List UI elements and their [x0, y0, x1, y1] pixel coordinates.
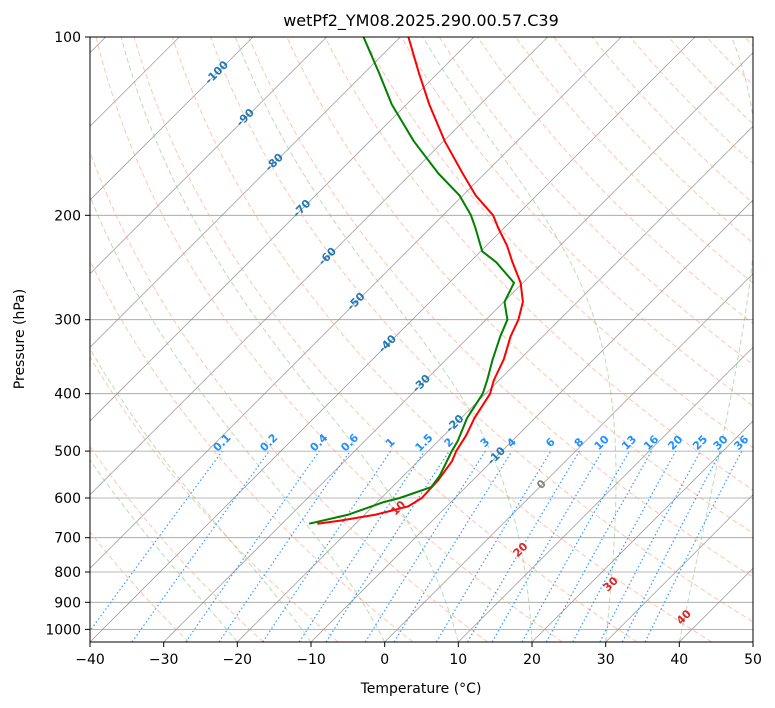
plot-frame — [89, 36, 754, 643]
x-tick-label: −30 — [149, 652, 179, 668]
y-tick-label: 800 — [54, 565, 81, 581]
temperature-profile — [317, 37, 524, 525]
x-tick-label: 0 — [380, 652, 389, 668]
x-tick-label: 50 — [744, 652, 762, 668]
mixing-ratio-line — [572, 450, 677, 642]
dry-adiabat-line — [90, 531, 190, 642]
moist-adiabat-line — [90, 459, 238, 642]
moist-adiabat-line — [90, 195, 386, 642]
isotherm-line — [237, 125, 753, 642]
moist-adiabat-line — [422, 37, 617, 642]
dry-adiabat-line — [477, 37, 753, 325]
x-tick-label: 40 — [670, 652, 688, 668]
mixing-ratio-line — [90, 450, 223, 632]
dry-adiabat-line — [362, 37, 753, 449]
y-tick-label: 300 — [54, 313, 81, 329]
y-tick-label: 100 — [54, 30, 81, 46]
mixing-ratio-line — [364, 450, 486, 642]
x-tick-label: −10 — [296, 652, 326, 668]
isotherm-line — [90, 37, 548, 496]
mixing-ratio-line — [185, 450, 320, 642]
y-axis-label: Pressure (hPa) — [12, 289, 28, 389]
y-tick-label: 500 — [54, 444, 81, 460]
y-tick-label: 1000 — [45, 622, 81, 638]
x-axis: −40 −30 −20 −10 0 10 20 30 40 50 — [75, 642, 762, 668]
profiles — [308, 37, 524, 525]
dry-adiabat-line — [171, 37, 712, 642]
mixing-ratio-line — [325, 450, 450, 642]
mixing-ratio-line — [545, 450, 653, 642]
dewpoint-profile — [308, 37, 515, 525]
dry-adiabat-line — [553, 37, 753, 244]
isotherm-line — [605, 494, 753, 642]
y-tick-label: 700 — [54, 531, 81, 547]
dry-adiabat-line — [438, 37, 753, 365]
moist-adiabat-line — [234, 37, 533, 642]
y-tick-label: 400 — [54, 387, 81, 403]
x-tick-label: −40 — [75, 652, 105, 668]
dry-adiabat-line — [90, 259, 414, 642]
mixing-ratio-line — [435, 450, 552, 642]
y-tick-label: 900 — [54, 595, 81, 611]
dry-adiabat-line — [400, 37, 753, 407]
dry-adiabat-line — [324, 37, 753, 491]
mixing-ratio-line — [466, 450, 580, 642]
mixing-ratio-line — [393, 450, 513, 642]
x-tick-label: 30 — [597, 652, 615, 668]
isotherm-line — [90, 37, 622, 569]
y-tick-label: 200 — [54, 208, 81, 224]
dry-adiabat-line — [591, 37, 753, 204]
isotherm-line — [90, 37, 254, 201]
y-axis: 100 200 300 400 500 600 700 800 900 1000 — [45, 30, 90, 638]
isotherm-line — [90, 37, 696, 642]
mixing-ratio-line — [218, 450, 351, 642]
dry-adiabat-line — [248, 37, 753, 578]
isotherm-line — [90, 37, 475, 422]
x-tick-label: −20 — [223, 652, 253, 668]
isotherm-line — [90, 37, 401, 348]
moist-adiabat-line — [678, 37, 753, 642]
chart-title: wetPf2_YM08.2025.290.00.57.C39 — [283, 11, 559, 31]
isotherm-line — [384, 273, 753, 642]
background-lines — [90, 37, 753, 642]
x-tick-label: 20 — [523, 652, 541, 668]
dry-adiabat-line — [210, 37, 753, 623]
isotherm-line — [163, 52, 753, 642]
dry-adiabat-line — [95, 37, 563, 642]
mixing-ratio-line — [491, 450, 603, 642]
moist-adiabat-line — [120, 37, 459, 642]
isotherm-line — [531, 420, 753, 642]
x-tick-label: 10 — [449, 652, 467, 668]
mixing-ratio-line — [131, 450, 270, 642]
isotherm-line — [90, 37, 327, 275]
mixing-ratio-line — [521, 450, 631, 642]
dry-adiabat-line — [90, 150, 488, 642]
y-tick-label: 600 — [54, 491, 81, 507]
x-axis-label: Temperature (°C) — [360, 681, 482, 697]
dry-adiabat-line — [133, 37, 638, 642]
isotherm-line — [458, 346, 753, 642]
dry-adiabat-line — [286, 37, 753, 534]
moist-adiabat-line — [90, 347, 312, 642]
